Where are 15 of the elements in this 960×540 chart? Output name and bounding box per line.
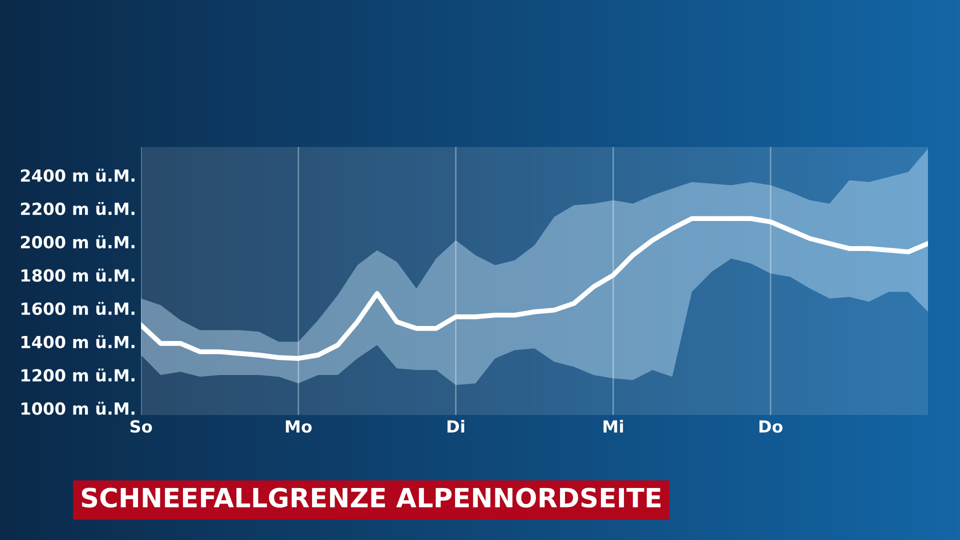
x-tick-label: So bbox=[130, 420, 152, 433]
y-tick-label: 1000 m ü.M. bbox=[22, 402, 134, 415]
x-tick-label: Mi bbox=[604, 420, 623, 433]
y-tick-label: 1800 m ü.M. bbox=[22, 268, 134, 282]
y-tick-label: 2400 m ü.M. bbox=[20, 168, 134, 182]
x-tick-label: Di bbox=[448, 420, 464, 433]
line-series bbox=[141, 216, 928, 361]
y-tick-label: 2200 m ü.M. bbox=[20, 202, 134, 216]
text: SCHNEEFALLGRENZE ALPENNORDSEITE bbox=[82, 488, 660, 508]
x-tick-label: Do bbox=[759, 420, 783, 433]
y-tick-label: 1400 m ü.M. bbox=[22, 335, 134, 348]
y-tick-label: 2000 m ü.M. bbox=[20, 235, 134, 248]
y-tick-label: 1600 m ü.M. bbox=[22, 302, 134, 316]
y-tick-label: 1200 m ü.M. bbox=[22, 368, 134, 382]
x-tick-label: Mo bbox=[286, 420, 312, 433]
